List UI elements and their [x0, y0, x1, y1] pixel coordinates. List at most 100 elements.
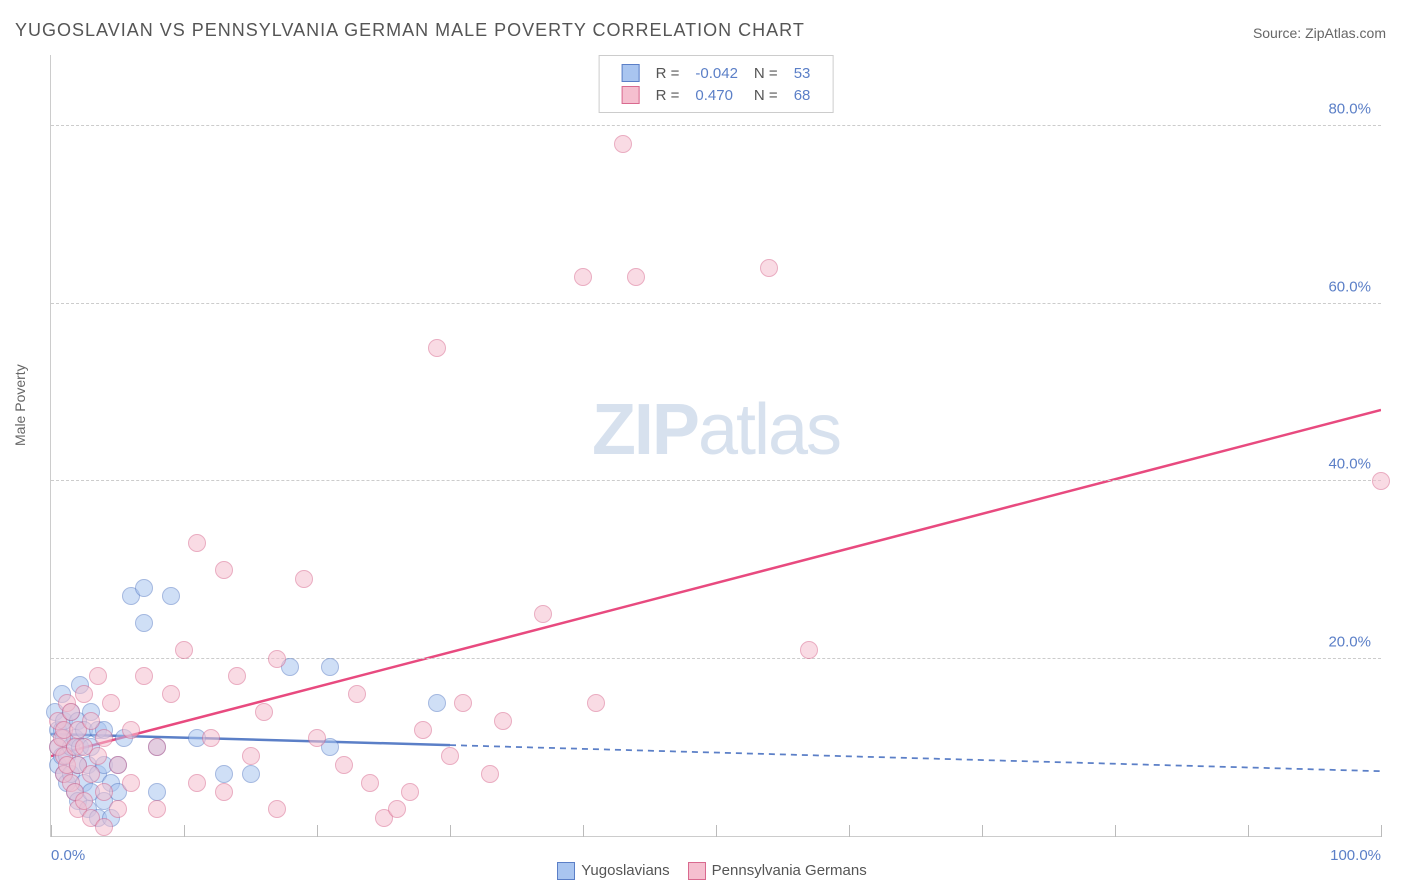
- data-point: [441, 747, 459, 765]
- data-point: [46, 703, 64, 721]
- data-point: [102, 694, 120, 712]
- data-point: [55, 712, 73, 730]
- data-point: [82, 712, 100, 730]
- x-tick: [583, 825, 584, 837]
- source-attribution: Source: ZipAtlas.com: [1253, 25, 1386, 41]
- data-point: [75, 792, 93, 810]
- r-value: 0.470: [687, 84, 746, 106]
- data-point: [162, 685, 180, 703]
- data-point: [122, 721, 140, 739]
- data-point: [58, 756, 76, 774]
- data-point: [627, 268, 645, 286]
- trend-lines: [51, 55, 1381, 836]
- data-point: [58, 747, 76, 765]
- r-label: R =: [648, 84, 688, 106]
- data-point: [75, 774, 93, 792]
- data-point: [69, 756, 87, 774]
- source-link[interactable]: ZipAtlas.com: [1305, 25, 1386, 41]
- data-point: [401, 783, 419, 801]
- data-point: [75, 685, 93, 703]
- data-point: [49, 756, 67, 774]
- data-point: [71, 676, 89, 694]
- data-point: [268, 800, 286, 818]
- data-point: [69, 756, 87, 774]
- data-point: [428, 694, 446, 712]
- gridline: [51, 303, 1381, 304]
- data-point: [135, 667, 153, 685]
- y-tick-label: 80.0%: [1328, 101, 1371, 118]
- x-tick: [849, 825, 850, 837]
- data-point: [148, 783, 166, 801]
- data-point: [62, 774, 80, 792]
- data-point: [55, 765, 73, 783]
- legend-row: R =-0.042N =53: [614, 62, 819, 84]
- source-prefix: Source:: [1253, 25, 1305, 41]
- data-point: [281, 658, 299, 676]
- data-point: [760, 259, 778, 277]
- data-point: [69, 721, 87, 739]
- legend-swatch: [688, 862, 706, 880]
- data-point: [69, 712, 87, 730]
- data-point: [335, 756, 353, 774]
- data-point: [115, 729, 133, 747]
- data-point: [215, 783, 233, 801]
- data-point: [53, 729, 71, 747]
- data-point: [414, 721, 432, 739]
- data-point: [75, 738, 93, 756]
- data-point: [215, 765, 233, 783]
- data-point: [800, 641, 818, 659]
- data-point: [66, 738, 84, 756]
- data-point: [66, 783, 84, 801]
- data-point: [58, 774, 76, 792]
- legend-swatch: [557, 862, 575, 880]
- data-point: [162, 587, 180, 605]
- correlation-legend: R =-0.042N =53R = 0.470N =68: [599, 55, 834, 113]
- data-point: [388, 800, 406, 818]
- data-point: [228, 667, 246, 685]
- data-point: [135, 614, 153, 632]
- data-point: [89, 667, 107, 685]
- data-point: [242, 747, 260, 765]
- data-point: [242, 765, 260, 783]
- legend-label: Pennsylvania Germans: [712, 862, 867, 879]
- plot-area: R =-0.042N =53R = 0.470N =68 ZIPatlas 20…: [50, 55, 1381, 837]
- legend-row: R = 0.470N =68: [614, 84, 819, 106]
- legend-swatch: [622, 86, 640, 104]
- data-point: [95, 792, 113, 810]
- data-point: [79, 756, 97, 774]
- data-point: [58, 694, 76, 712]
- x-tick: [716, 825, 717, 837]
- data-point: [348, 685, 366, 703]
- data-point: [66, 783, 84, 801]
- x-tick: [982, 825, 983, 837]
- data-point: [53, 685, 71, 703]
- x-tick: [1115, 825, 1116, 837]
- data-point: [587, 694, 605, 712]
- watermark: ZIPatlas: [592, 389, 840, 471]
- gridline: [51, 658, 1381, 659]
- data-point: [62, 738, 80, 756]
- data-point: [188, 774, 206, 792]
- data-point: [175, 641, 193, 659]
- data-point: [69, 792, 87, 810]
- data-point: [481, 765, 499, 783]
- data-point: [122, 587, 140, 605]
- data-point: [534, 605, 552, 623]
- y-tick-label: 20.0%: [1328, 633, 1371, 650]
- data-point: [82, 738, 100, 756]
- x-tick: [184, 825, 185, 837]
- data-point: [49, 738, 67, 756]
- data-point: [494, 712, 512, 730]
- data-point: [215, 561, 233, 579]
- data-point: [574, 268, 592, 286]
- data-point: [148, 800, 166, 818]
- data-point: [49, 738, 67, 756]
- data-point: [148, 738, 166, 756]
- legend-label: Yugoslavians: [581, 862, 669, 879]
- data-point: [55, 747, 73, 765]
- data-point: [55, 765, 73, 783]
- data-point: [135, 579, 153, 597]
- data-point: [55, 721, 73, 739]
- data-point: [428, 339, 446, 357]
- r-label: R =: [648, 62, 688, 84]
